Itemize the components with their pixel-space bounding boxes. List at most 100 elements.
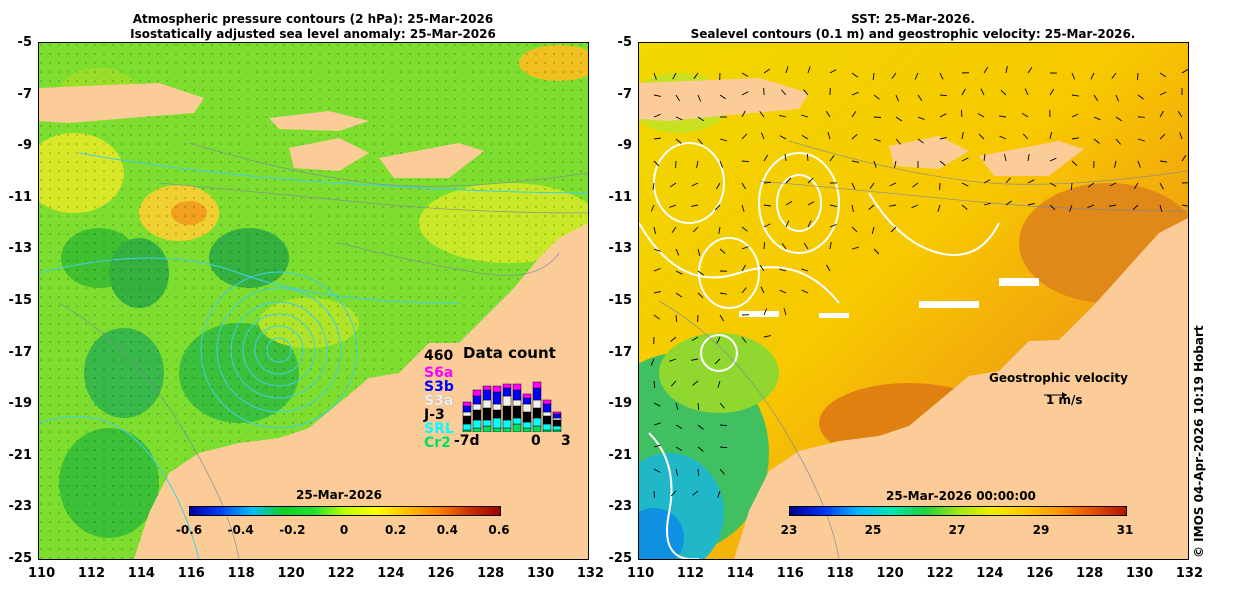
velocity-arrow	[697, 116, 705, 122]
velocity-arrow	[653, 444, 661, 448]
data-count-bar-segment	[472, 403, 482, 411]
velocity-arrow	[763, 335, 771, 338]
velocity-arrow	[873, 94, 880, 100]
data-count-bar-segment	[502, 427, 512, 432]
velocity-arrow	[960, 109, 963, 118]
data-count-bar-segment	[522, 393, 532, 399]
data-count-bar-segment	[482, 389, 492, 401]
velocity-arrow	[983, 202, 991, 206]
velocity-arrow	[763, 154, 769, 162]
velocity-arrow	[977, 113, 985, 118]
data-count-bar-segment	[522, 411, 532, 423]
velocity-arrow	[741, 133, 748, 140]
velocity-arrow	[760, 132, 765, 140]
mission-label: SRL	[424, 421, 454, 437]
right-title: SST: 25-Mar-2026. Sealevel contours (0.1…	[640, 12, 1186, 42]
y-tick-label: -17	[608, 344, 633, 360]
sumba-island	[889, 136, 969, 169]
data-count-bar-segment	[542, 423, 552, 431]
velocity-arrow	[983, 179, 991, 184]
velocity-arrow	[741, 287, 747, 294]
data-count-bar-segment	[512, 423, 522, 432]
data-count-bar-segment	[512, 383, 522, 391]
colorbar-tick-label: 27	[948, 523, 966, 537]
velocity-arrow	[717, 490, 721, 498]
velocity-arrow	[763, 241, 766, 250]
velocity-arrow	[653, 468, 661, 473]
velocity-arrow	[741, 204, 745, 212]
right-colorbar-title: 25-Mar-2026 00:00:00	[886, 489, 1036, 503]
velocity-arrow	[1093, 116, 1101, 121]
velocity-arrow	[650, 358, 655, 366]
sla-map-graphic	[39, 43, 588, 559]
mission-label: S6a	[424, 365, 454, 381]
data-count-bar-segment	[472, 395, 482, 405]
velocity-arrow	[670, 336, 677, 342]
velocity-arrow	[697, 138, 703, 145]
velocity-arrow	[741, 336, 747, 343]
data-count-bar-segment	[512, 405, 522, 419]
velocity-arrow	[1027, 202, 1035, 206]
y-tick-label: -25	[8, 551, 33, 566]
data-count-bar-segment	[552, 417, 562, 421]
sst-map-graphic	[639, 43, 1188, 559]
velocity-arrow	[1049, 157, 1057, 162]
data-count-bar-segment	[472, 389, 482, 397]
velocity-arrow	[1071, 113, 1079, 118]
velocity-arrow	[779, 268, 787, 272]
data-count-bar-segment	[532, 425, 542, 432]
velocity-arrow	[653, 137, 661, 140]
velocity-arrow	[939, 72, 944, 80]
velocity-arrow	[1181, 154, 1187, 162]
velocity-arrow	[697, 424, 704, 430]
velocity-arrow	[895, 116, 903, 122]
velocity-arrow	[741, 110, 746, 118]
timor-island	[379, 143, 484, 178]
velocity-arrow	[653, 314, 660, 320]
colorbar-tick-label: 0.2	[385, 523, 407, 537]
data-count-bar-segment	[462, 423, 472, 431]
colorbar-tick-label: -0.2	[279, 523, 306, 537]
data-count-bar-segment	[462, 429, 472, 432]
velocity-arrow	[961, 132, 964, 140]
velocity-arrow	[939, 113, 947, 118]
velocity-legend-title: Geostrophic velocity	[989, 371, 1128, 385]
y-tick-label: -11	[8, 189, 33, 205]
australia-landmass	[734, 218, 1188, 559]
y-tick-label: -21	[608, 447, 633, 463]
velocity-arrow	[675, 468, 679, 476]
java-island	[39, 83, 204, 123]
x-tick-label: 128	[1076, 566, 1104, 581]
velocity-arrow	[961, 88, 966, 96]
velocity-arrow	[1137, 160, 1141, 168]
velocity-arrow	[785, 66, 789, 74]
velocity-arrow	[1133, 182, 1139, 190]
right-title-line1: SST: 25-Mar-2026.	[851, 12, 975, 26]
velocity-arrow	[851, 160, 859, 163]
velocity-arrow	[760, 286, 765, 294]
data-count-bar-segment	[542, 429, 552, 432]
velocity-arrow	[1088, 182, 1095, 188]
velocity-arrow	[801, 268, 809, 272]
velocity-arrow	[719, 160, 724, 168]
velocity-arrow	[1071, 160, 1078, 167]
y-tick-label: -5	[617, 35, 632, 50]
velocity-arrow	[671, 226, 677, 233]
sealevel-contours	[639, 142, 1000, 559]
velocity-arrow	[697, 468, 700, 477]
velocity-arrow	[851, 72, 858, 78]
data-count-bar-segment	[482, 425, 492, 432]
velocity-arrow	[719, 468, 725, 475]
velocity-arrow	[763, 68, 771, 74]
velocity-arrow	[961, 204, 968, 210]
velocity-arrow	[983, 66, 989, 74]
velocity-arrow	[1027, 66, 1033, 74]
left-title-line1: Atmospheric pressure contours (2 hPa): 2…	[132, 12, 494, 26]
data-count-bars	[462, 381, 562, 432]
velocity-arrow	[696, 160, 699, 168]
data-count-bar-segment	[552, 419, 562, 427]
velocity-arrow	[806, 153, 809, 162]
velocity-arrow	[675, 94, 680, 102]
velocity-arrow	[675, 446, 683, 451]
velocity-arrow	[783, 308, 787, 316]
